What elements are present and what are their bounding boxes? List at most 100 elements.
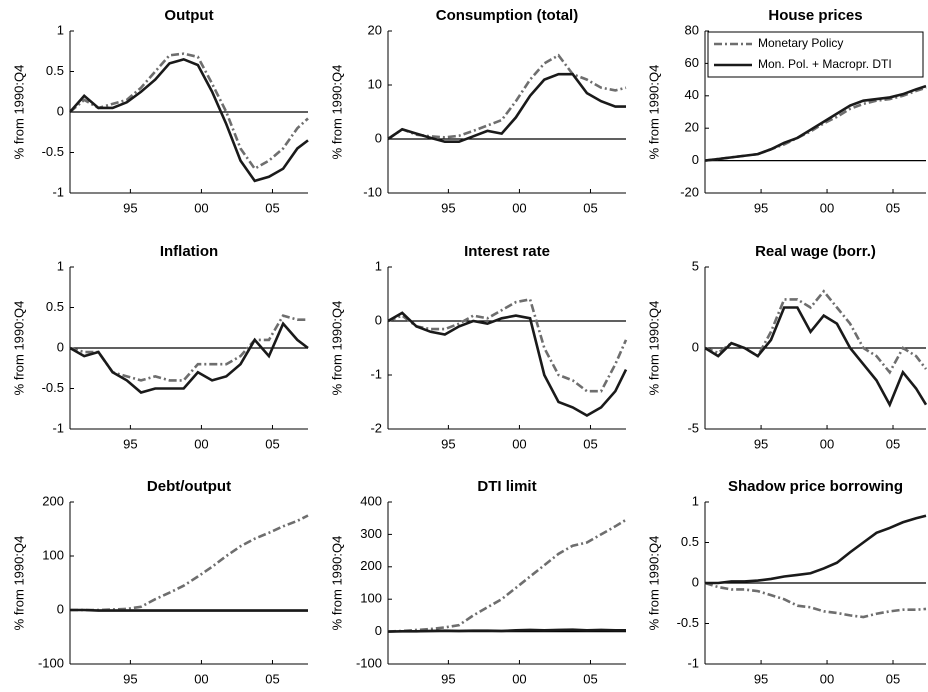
y-tick-label: 0	[57, 601, 64, 616]
y-tick-label: -1	[370, 366, 382, 381]
x-tick-label: 00	[512, 671, 526, 686]
y-tick-label: -2	[370, 420, 382, 435]
series-line	[387, 297, 628, 393]
x-tick-label: 00	[512, 436, 526, 451]
chart-title: DTI limit	[477, 478, 536, 495]
y-tick-label: -5	[687, 420, 699, 435]
y-tick-label: 0	[375, 312, 382, 327]
y-tick-label: -1	[52, 184, 64, 199]
series-line	[387, 518, 627, 633]
y-tick-label: 1	[57, 258, 64, 273]
y-tick-label: 80	[685, 22, 699, 37]
x-tick-label: 05	[265, 200, 279, 215]
x-tick-label: 00	[194, 671, 208, 686]
y-axis-label: % from 1990:Q4	[646, 301, 661, 396]
series-line	[704, 306, 928, 408]
y-axis-label: % from 1990:Q4	[329, 301, 344, 396]
y-tick-label: 60	[685, 55, 699, 70]
chart-title: House prices	[768, 7, 862, 24]
y-tick-label: 1	[692, 493, 699, 508]
y-tick-label: 400	[360, 493, 382, 508]
x-tick-label: 00	[820, 436, 834, 451]
x-tick-label: 95	[441, 436, 455, 451]
x-tick-label: 05	[886, 436, 900, 451]
series-line	[705, 514, 927, 585]
x-tick-label: 05	[583, 200, 597, 215]
x-tick-label: 95	[754, 436, 768, 451]
y-tick-label: 200	[42, 493, 64, 508]
y-tick-label: 0	[375, 130, 382, 145]
series-line	[704, 289, 928, 375]
y-tick-label: 0	[692, 152, 699, 167]
y-tick-label: 100	[360, 591, 382, 606]
series-line	[704, 581, 927, 619]
series-line	[387, 72, 626, 143]
y-tick-label: 20	[368, 22, 382, 37]
chart-title: Interest rate	[464, 243, 550, 260]
y-tick-label: -100	[356, 655, 382, 670]
y-tick-label: 200	[360, 558, 382, 573]
y-tick-label: -20	[680, 184, 699, 199]
x-tick-label: 05	[265, 436, 279, 451]
y-tick-label: 10	[368, 76, 382, 91]
series-line	[70, 514, 309, 612]
y-axis-label: % from 1990:Q4	[11, 65, 26, 160]
x-tick-label: 95	[754, 671, 768, 686]
series-line	[69, 57, 309, 183]
y-tick-label: 0.5	[46, 299, 64, 314]
y-tick-label: -10	[363, 184, 382, 199]
y-tick-label: 0	[692, 339, 699, 354]
x-tick-label: 00	[194, 436, 208, 451]
y-tick-label: 300	[360, 526, 382, 541]
y-tick-label: 0	[692, 574, 699, 589]
y-tick-label: 1	[57, 22, 64, 37]
chart-title: Shadow price borrowing	[728, 478, 903, 495]
y-tick-label: -100	[38, 655, 64, 670]
y-tick-label: -1	[52, 420, 64, 435]
x-tick-label: 95	[441, 200, 455, 215]
x-tick-label: 00	[194, 200, 208, 215]
y-tick-label: 1	[375, 258, 382, 273]
legend-label: Mon. Pol. + Macropr. DTI	[758, 57, 892, 71]
x-tick-label: 05	[886, 200, 900, 215]
chart-title: Output	[164, 7, 213, 24]
x-tick-label: 95	[754, 200, 768, 215]
legend-label: Monetary Policy	[758, 36, 843, 50]
x-tick-label: 05	[886, 671, 900, 686]
y-tick-label: 0	[57, 339, 64, 354]
y-tick-label: 20	[685, 120, 699, 135]
x-tick-label: 95	[441, 671, 455, 686]
y-axis-label: % from 1990:Q4	[329, 65, 344, 160]
y-tick-label: 0	[375, 623, 382, 638]
y-tick-label: 100	[42, 547, 64, 562]
series-line	[69, 52, 309, 171]
x-tick-label: 05	[265, 671, 279, 686]
series-line	[69, 321, 309, 394]
series-line	[387, 628, 626, 633]
x-tick-label: 00	[512, 200, 526, 215]
series-line	[70, 608, 308, 612]
chart-title: Inflation	[160, 243, 218, 260]
chart-title: Real wage (borr.)	[755, 243, 876, 260]
chart-title: Consumption (total)	[436, 7, 578, 24]
x-tick-label: 05	[583, 436, 597, 451]
y-axis-label: % from 1990:Q4	[11, 301, 26, 396]
y-tick-label: 5	[692, 258, 699, 273]
x-tick-label: 95	[123, 200, 137, 215]
x-tick-label: 95	[123, 671, 137, 686]
x-tick-label: 00	[820, 671, 834, 686]
y-tick-label: -0.5	[42, 144, 64, 159]
x-tick-label: 95	[123, 436, 137, 451]
y-tick-label: -0.5	[677, 615, 699, 630]
y-axis-label: % from 1990:Q4	[646, 536, 661, 631]
y-tick-label: 0.5	[681, 534, 699, 549]
y-tick-label: 40	[685, 87, 699, 102]
y-axis-label: % from 1990:Q4	[329, 536, 344, 631]
chart-title: Debt/output	[147, 478, 231, 495]
y-tick-label: 0	[57, 103, 64, 118]
y-tick-label: -1	[687, 655, 699, 670]
y-axis-label: % from 1990:Q4	[646, 65, 661, 160]
legend-box	[707, 31, 924, 78]
x-tick-label: 00	[820, 200, 834, 215]
